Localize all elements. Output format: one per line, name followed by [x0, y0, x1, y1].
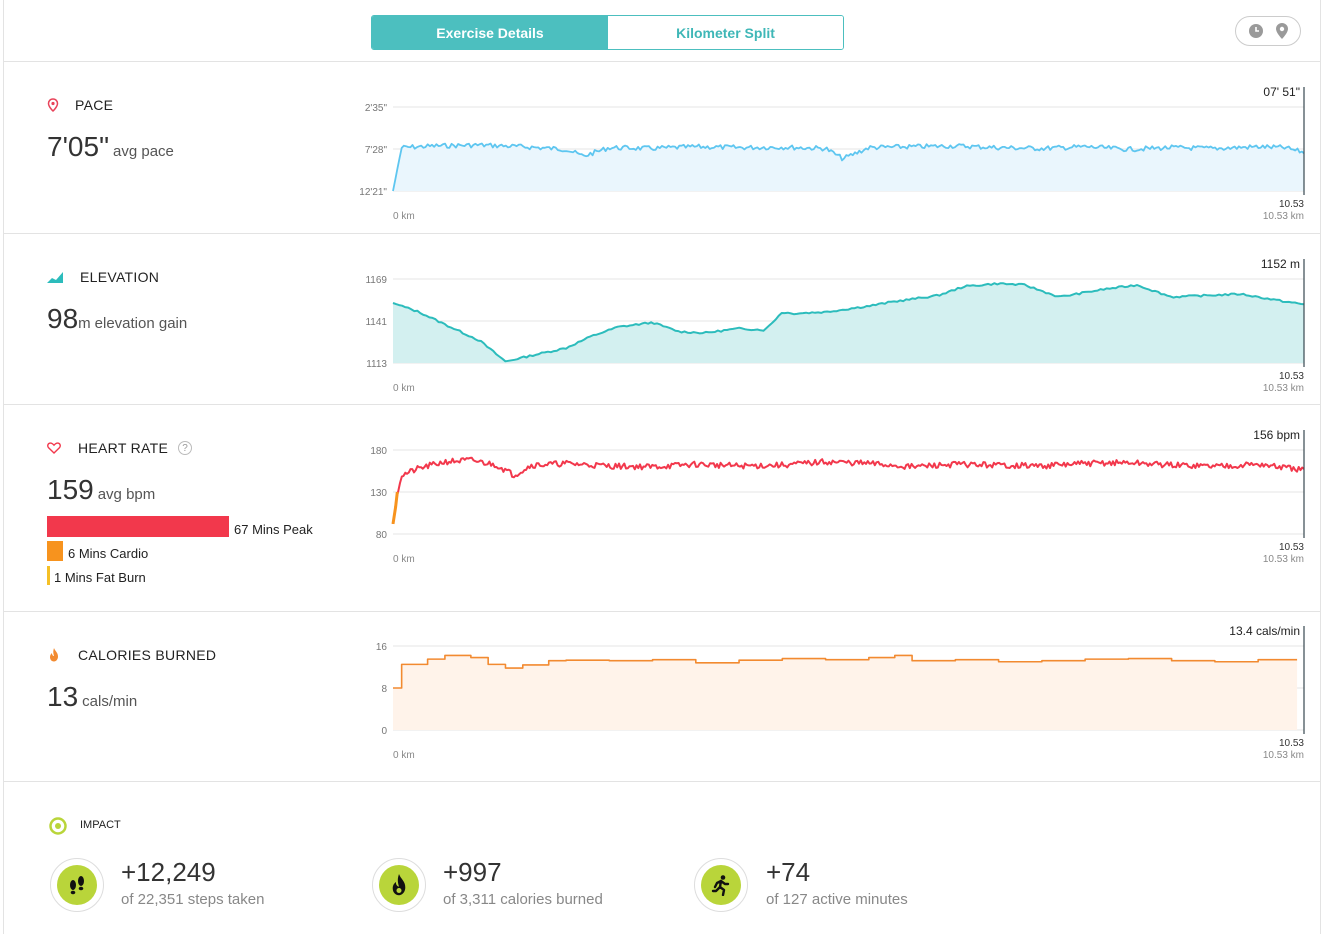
y-tick-label: 130 [370, 488, 387, 499]
series-line [392, 142, 1305, 192]
impact-label: IMPACT [80, 819, 121, 831]
elevation-value-suffix: elevation gain [94, 315, 188, 332]
x-start-label: 0 km [393, 211, 415, 222]
series-line [392, 456, 1305, 525]
current-value-label: 13.4 cals/min [1229, 624, 1300, 638]
map-pin-icon[interactable] [1276, 23, 1288, 39]
pace-label: PACE [75, 97, 114, 113]
pace-value-number: 7'05" [47, 131, 110, 162]
steps-badge [50, 858, 104, 912]
calories-badge [372, 858, 426, 912]
y-tick-label: 1113 [366, 359, 387, 370]
x-start-label: 0 km [393, 383, 415, 394]
y-tick-label: 180 [370, 446, 387, 457]
divider [3, 781, 1321, 782]
flame-icon [50, 648, 58, 662]
divider [3, 61, 1321, 62]
calories-value: 13 cals/min [47, 681, 137, 713]
series-line [393, 654, 1298, 689]
x-end-label: 10.53 km [1263, 554, 1304, 565]
x-start-label: 0 km [393, 750, 415, 761]
x-end-value-label: 10.53 [1279, 371, 1304, 382]
current-value-label: 1152 m [1261, 257, 1300, 271]
help-icon[interactable]: ? [178, 441, 192, 455]
clock-icon[interactable] [1248, 23, 1264, 39]
zone-bar-fatburn [47, 566, 50, 585]
y-tick-label: 0 [381, 726, 387, 737]
tab-exercise-details[interactable]: Exercise Details [372, 16, 608, 49]
map-pin-icon [47, 98, 59, 112]
current-value-label: 07' 51" [1263, 85, 1300, 99]
y-tick-label: 2'35" [365, 103, 388, 114]
elevation-icon [47, 272, 63, 283]
tab-kilometer-split[interactable]: Kilometer Split [608, 16, 843, 49]
zone-label-peak: 67 Mins Peak [234, 522, 313, 537]
page-frame [3, 0, 1321, 934]
heart-rate-label: HEART RATE [78, 440, 169, 456]
active-minutes-desc: of 127 active minutes [766, 891, 908, 908]
heart-rate-value-suffix: avg bpm [97, 486, 156, 503]
footsteps-icon [70, 876, 84, 895]
elevation-value: 98m elevation gain [47, 303, 187, 335]
calories-impact-desc: of 3,311 calories burned [443, 891, 603, 908]
x-end-value-label: 10.53 [1279, 199, 1304, 210]
series-line-start [391, 491, 399, 525]
series-area [393, 655, 1298, 730]
active-minutes-value: +74 [766, 857, 811, 887]
y-tick-label: 12'21" [359, 187, 387, 198]
zone-bar-cardio [47, 541, 63, 561]
heart-rate-value-number: 159 [47, 474, 94, 505]
steps-value: +12,249 [121, 857, 216, 887]
calories-label: CALORIES BURNED [78, 647, 217, 663]
x-end-label: 10.53 km [1263, 383, 1304, 394]
heart-icon [47, 442, 61, 454]
y-tick-label: 8 [381, 684, 387, 695]
series-line [392, 282, 1305, 363]
target-icon [49, 817, 67, 835]
y-tick-label: 80 [376, 530, 388, 541]
x-end-value-label: 10.53 [1279, 542, 1304, 553]
view-tabs: Exercise Details Kilometer Split [371, 15, 844, 50]
pace-value: 7'05" avg pace [47, 131, 174, 163]
y-tick-label: 1169 [365, 275, 387, 286]
zone-label-fatburn: 1 Mins Fat Burn [54, 570, 146, 585]
x-end-value-label: 10.53 [1279, 738, 1304, 749]
calories-value-suffix: cals/min [82, 693, 138, 710]
zone-label-cardio: 6 Mins Cardio [68, 546, 149, 561]
elevation-label: ELEVATION [80, 269, 160, 285]
heart-rate-value: 159 avg bpm [47, 474, 155, 506]
series-area [393, 283, 1304, 363]
runner-icon [711, 875, 730, 896]
x-end-label: 10.53 km [1263, 750, 1304, 761]
zone-bar-peak [47, 516, 229, 537]
x-end-label: 10.53 km [1263, 211, 1304, 222]
elevation-value-unit: m [78, 315, 91, 332]
x-start-label: 0 km [393, 554, 415, 565]
y-tick-label: 16 [376, 642, 388, 653]
active-minutes-badge [694, 858, 748, 912]
y-tick-label: 1141 [365, 317, 387, 328]
steps-desc: of 22,351 steps taken [121, 891, 265, 908]
pace-value-suffix: avg pace [113, 143, 174, 160]
divider [3, 611, 1321, 612]
y-tick-label: 7'28" [365, 145, 388, 156]
divider [3, 404, 1321, 405]
calories-impact-value: +997 [443, 857, 502, 887]
current-value-label: 156 bpm [1253, 428, 1300, 442]
divider [3, 233, 1321, 234]
elevation-value-number: 98 [47, 303, 79, 334]
calories-value-number: 13 [47, 681, 79, 712]
flame-icon [392, 874, 406, 896]
view-toggle[interactable] [1235, 16, 1301, 46]
series-area [393, 143, 1304, 191]
